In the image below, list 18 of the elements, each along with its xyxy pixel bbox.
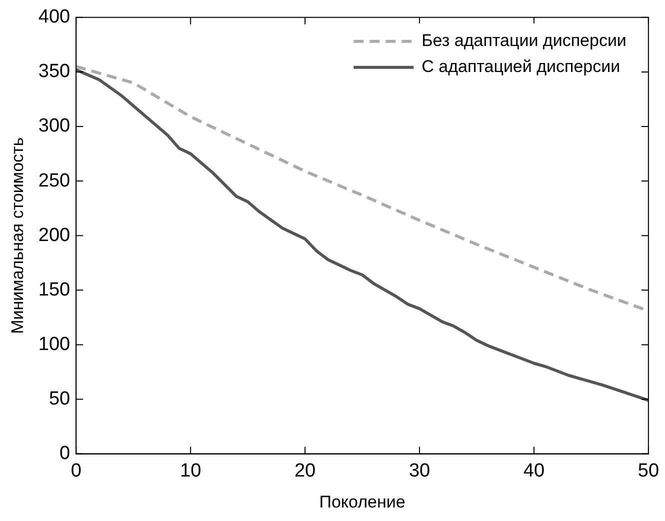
legend-label: Без адаптации дисперсии (422, 31, 626, 50)
y-tick-label: 50 (48, 388, 70, 410)
y-tick-label: 200 (38, 224, 70, 246)
y-axis-title: Минимальная стоимость (8, 137, 27, 334)
y-tick-label: 250 (38, 170, 70, 192)
x-tick-label: 20 (294, 460, 316, 482)
y-tick-label: 300 (38, 116, 70, 137)
x-tick-label: 40 (523, 460, 545, 482)
x-tick-label: 50 (638, 460, 660, 482)
y-tick-label: 350 (38, 61, 70, 82)
x-tick-label: 30 (408, 460, 430, 482)
x-tick-label: 10 (180, 460, 202, 482)
y-tick-label: 0 (60, 443, 70, 464)
y-tick-label: 150 (38, 279, 70, 300)
legend-label: С адаптацией дисперсии (422, 57, 620, 76)
x-axis-title: Поколение (319, 492, 406, 512)
y-tick-label: 400 (38, 6, 70, 28)
y-tick-label: 100 (38, 334, 70, 355)
